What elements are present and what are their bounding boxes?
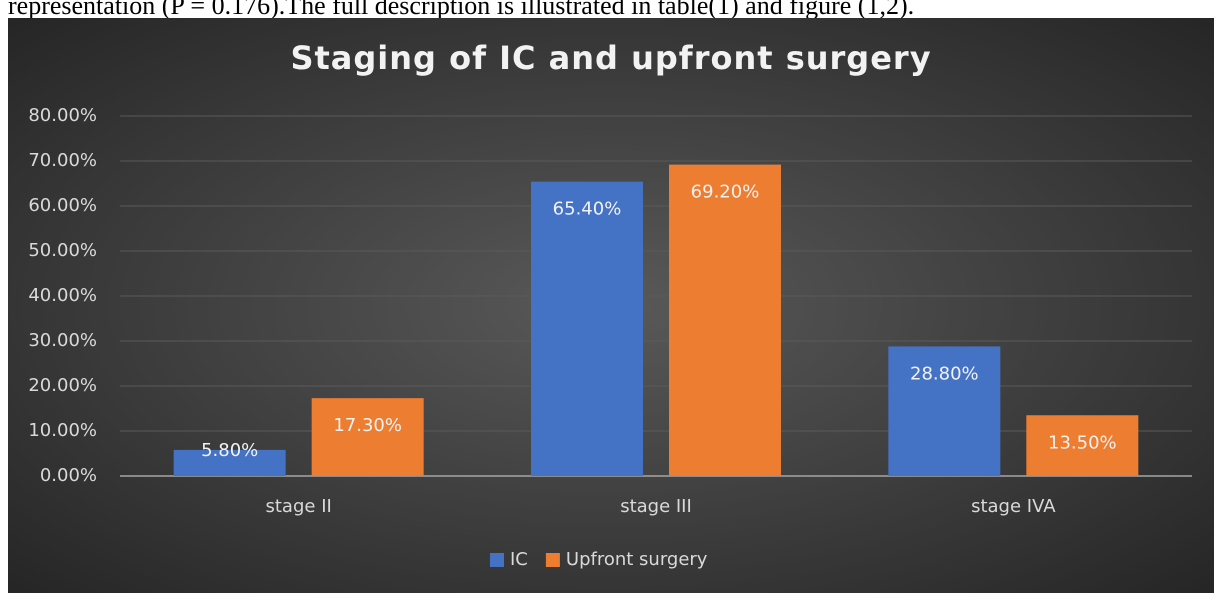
value-label: 28.80% <box>910 363 979 384</box>
legend-swatch <box>490 553 504 567</box>
x-tick-label: stage IVA <box>971 496 1056 517</box>
bar <box>888 346 1001 476</box>
legend-swatch <box>545 553 560 567</box>
y-tick-label: 40.00% <box>28 285 97 306</box>
bar <box>173 449 286 476</box>
bar <box>1026 415 1139 476</box>
y-tick-label: 60.00% <box>28 195 97 216</box>
value-label: 17.30% <box>333 415 402 436</box>
y-tick-label: 70.00% <box>28 150 97 171</box>
legend-label: Upfront surgery <box>566 549 708 570</box>
y-tick-label: 20.00% <box>28 375 97 396</box>
y-tick-label: 50.00% <box>28 240 97 261</box>
x-tick-label: stage III <box>620 496 692 517</box>
y-tick-label: 80.00% <box>28 105 97 126</box>
x-tick-label: stage II <box>266 496 332 517</box>
page-caption: representation (P = 0.176).The full desc… <box>8 0 914 20</box>
bar <box>531 181 643 476</box>
value-label: 13.50% <box>1048 432 1117 453</box>
value-label: 5.80% <box>201 440 258 461</box>
y-tick-label: 30.00% <box>28 330 97 351</box>
y-tick-label: 0.00% <box>40 465 97 486</box>
bar <box>669 164 781 476</box>
value-label: 69.20% <box>691 182 760 203</box>
chart-title: Staging of IC and upfront surgery <box>290 39 931 77</box>
y-tick-label: 10.00% <box>28 420 97 441</box>
legend-label: IC <box>510 549 528 570</box>
bar <box>311 398 424 476</box>
value-label: 65.40% <box>553 199 622 220</box>
